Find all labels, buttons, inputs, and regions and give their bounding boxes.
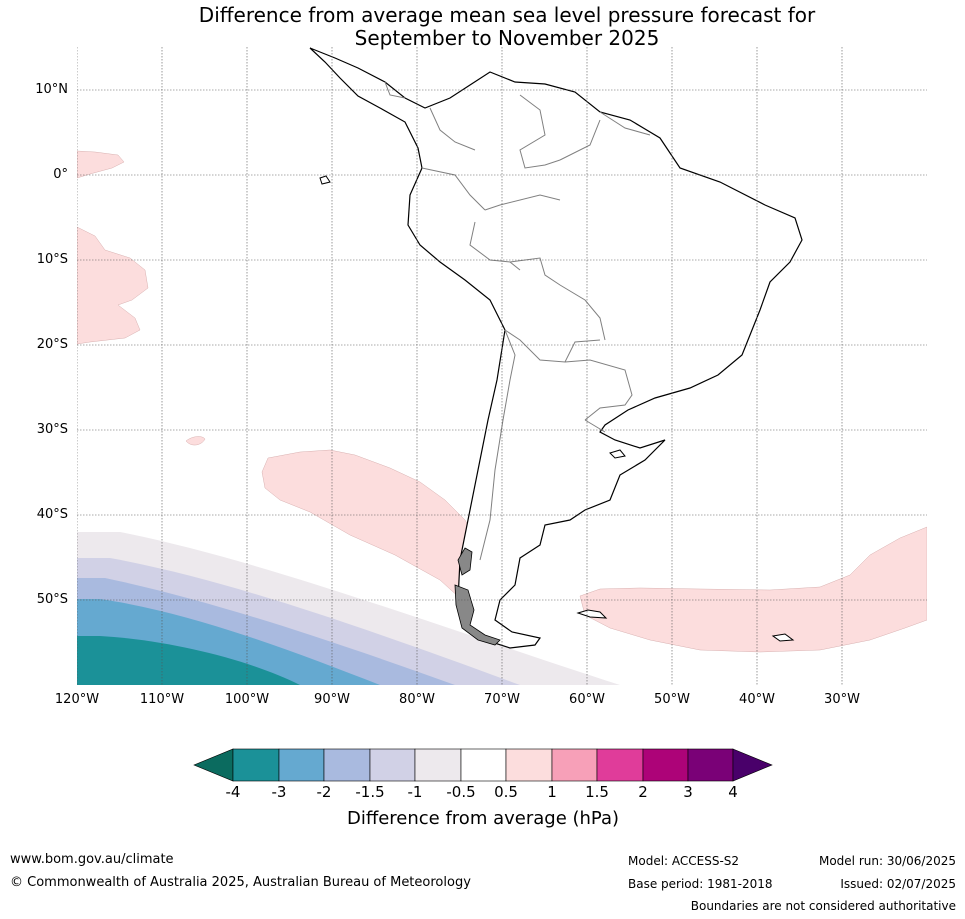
colorbar-under-arrow <box>193 748 234 782</box>
lat-label-40s: 40°S <box>36 507 68 522</box>
disclaimer-text: Boundaries are not considered authoritat… <box>690 899 956 913</box>
lat-label-10s: 10°S <box>36 252 68 267</box>
colorbar-bin-3 <box>323 748 371 782</box>
issued-text: Issued: 02/07/2025 <box>840 877 956 891</box>
islands <box>319 175 795 642</box>
colorbar-tick: 1 <box>547 783 557 801</box>
colorbar-tick: -2 <box>316 783 332 801</box>
lon-label-100w: 100°W <box>224 692 270 707</box>
title-line-2: September to November 2025 <box>354 26 660 50</box>
lon-label-30w: 30°W <box>824 692 860 707</box>
colorbar-bin-10 <box>642 748 689 782</box>
lat-label-0: 0° <box>53 167 68 182</box>
anomaly-plus-0.5-patch-west <box>77 226 149 345</box>
colorbar-tick: 4 <box>728 783 738 801</box>
colorbar-bin-11 <box>687 748 734 782</box>
colorbar-bin-9 <box>596 748 644 782</box>
colorbar-over-arrow <box>732 748 773 782</box>
model-run-text: Model run: 30/06/2025 <box>818 854 956 868</box>
colorbar-tick: -0.5 <box>446 783 476 801</box>
website-link[interactable]: www.bom.gov.au/climate <box>10 852 174 867</box>
patagonian-fjords <box>454 547 501 646</box>
title-line-1: Difference from average mean sea level p… <box>198 3 816 27</box>
lon-label-120w: 120°W <box>54 692 100 707</box>
colorbar-tick: -3 <box>271 783 287 801</box>
lon-label-70w: 70°W <box>484 692 520 707</box>
map-title: Difference from average mean sea level p… <box>0 4 965 50</box>
colorbar-label: Difference from average (hPa) <box>346 808 620 829</box>
colorbar-bin-2 <box>278 748 325 782</box>
lon-label-60w: 60°W <box>569 692 605 707</box>
lat-label-20s: 20°S <box>36 337 68 352</box>
colorbar-tick: 3 <box>683 783 693 801</box>
anomaly-plus-0.5-patch-south-atlantic <box>579 526 927 653</box>
colorbar-tick: -1.5 <box>355 783 385 801</box>
lat-label-10n: 10°N <box>35 82 68 97</box>
anomaly-plus-0.5-patch-small <box>185 436 206 446</box>
colorbar-tick: 2 <box>638 783 648 801</box>
colorbar-tick: -1 <box>407 783 423 801</box>
colorbar-bin-1 <box>232 748 280 782</box>
colorbar-tick: 1.5 <box>585 783 609 801</box>
lon-label-50w: 50°W <box>654 692 690 707</box>
colorbar-tick: -4 <box>225 783 241 801</box>
colorbar-bin-6 <box>460 748 507 782</box>
country-borders <box>384 81 651 561</box>
colorbar-bin-8 <box>551 748 598 782</box>
colorbar-bin-4 <box>369 748 416 782</box>
colorbar-bin-7 <box>505 748 553 782</box>
colorbar-bin-5 <box>414 748 462 782</box>
model-text: Model: ACCESS-S2 <box>628 854 740 868</box>
lat-label-50s: 50°S <box>36 592 68 607</box>
colorbar <box>193 748 773 782</box>
lat-label-30s: 30°S <box>36 422 68 437</box>
anomaly-plus-0.5-patch-southeast-pacific <box>261 449 486 601</box>
base-period-text: Base period: 1981-2018 <box>628 877 773 891</box>
anomaly-plus-0.5-patch-equator <box>77 150 125 179</box>
anomaly-minus-3-band <box>77 636 300 685</box>
lon-label-80w: 80°W <box>399 692 435 707</box>
copyright-text: © Commonwealth of Australia 2025, Austra… <box>10 875 471 890</box>
south-america-landmass <box>309 47 803 649</box>
lon-label-40w: 40°W <box>739 692 775 707</box>
lon-label-90w: 90°W <box>314 692 350 707</box>
lon-label-110w: 110°W <box>139 692 185 707</box>
colorbar-tick: 0.5 <box>494 783 518 801</box>
graticule <box>77 47 927 685</box>
